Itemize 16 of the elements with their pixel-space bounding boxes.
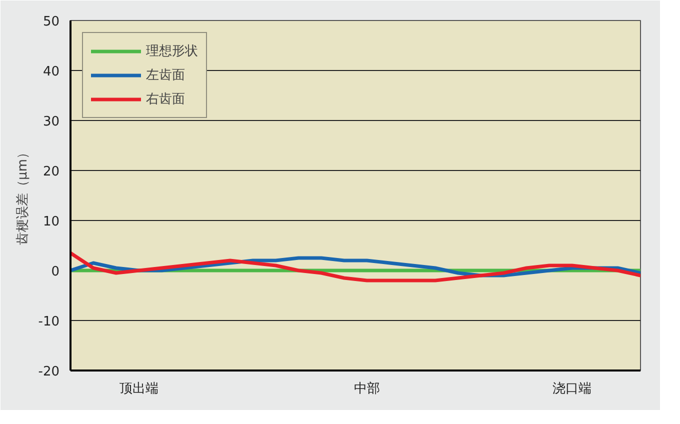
y-tick-label: 20 — [42, 164, 60, 180]
y-tick-label: 40 — [42, 64, 60, 80]
x-tick-label: 顶出端 — [119, 382, 158, 396]
y-tick-label: -20 — [38, 364, 60, 380]
legend-label: 左齿面 — [146, 67, 185, 84]
legend-label: 理想形状 — [146, 43, 198, 60]
y-tick-label: 0 — [51, 264, 60, 280]
y-tick-label: 50 — [42, 14, 60, 30]
y-tick-label: 10 — [42, 214, 60, 230]
legend-label: 右齿面 — [146, 91, 185, 108]
x-tick-label: 浇口端 — [552, 382, 592, 396]
x-tick-label: 中部 — [354, 382, 380, 396]
y-tick-label: 30 — [42, 114, 60, 130]
line-series — [70, 251, 640, 282]
y-axis-title: 齿梗误差（μm） — [15, 146, 30, 245]
y-tick-label: -10 — [38, 314, 60, 330]
